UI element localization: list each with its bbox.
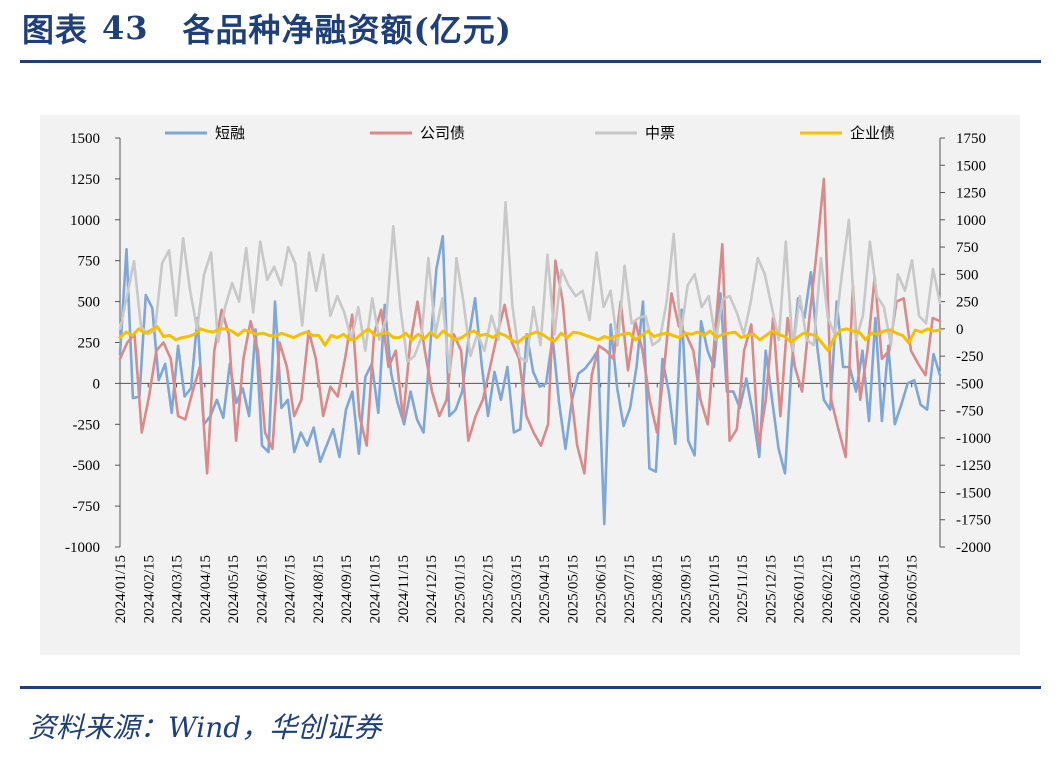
- right-tick-label: 1750: [956, 131, 986, 147]
- series-line-公司债: [118, 177, 942, 475]
- x-tick-label: 2024/07/15: [283, 555, 299, 623]
- x-tick-label: 2025/07/15: [622, 555, 638, 623]
- figure-title: 图表 43 各品种净融资额(亿元): [22, 6, 512, 50]
- x-tick-label: 2026/02/15: [820, 555, 836, 623]
- x-tick-label: 2024/04/15: [198, 555, 214, 623]
- legend-label: 短融: [215, 124, 245, 142]
- right-tick-label: 1000: [956, 213, 986, 229]
- x-tick-label: 2024/03/15: [170, 555, 186, 623]
- left-tick-label: 500: [78, 295, 101, 311]
- right-tick-label: -500: [956, 376, 984, 392]
- source-note: 资料来源：Wind，华创证券: [28, 711, 382, 744]
- right-tick-label: -250: [956, 349, 984, 365]
- x-tick-label: 2026/01/15: [792, 555, 808, 623]
- right-tick-label: 250: [956, 295, 979, 311]
- right-tick-label: -2000: [956, 540, 991, 556]
- figure-label: 图表: [22, 11, 89, 49]
- left-tick-label: -750: [73, 499, 101, 515]
- right-tick-label: 750: [956, 240, 979, 256]
- left-tick-label: 250: [78, 336, 101, 352]
- x-tick-label: 2025/03/15: [509, 555, 525, 623]
- x-tick-label: 2024/02/15: [141, 555, 157, 623]
- right-tick-label: 0: [956, 322, 964, 338]
- x-tick-label: 2024/11/15: [396, 555, 412, 623]
- x-tick-label: 2025/02/15: [481, 555, 497, 623]
- x-tick-label: 2025/01/15: [452, 555, 468, 623]
- left-tick-label: -1000: [65, 540, 100, 556]
- right-tick-label: -1750: [956, 513, 991, 529]
- right-tick-label: 1250: [956, 186, 986, 202]
- x-tick-label: 2025/10/15: [707, 555, 723, 623]
- right-tick-label: 1500: [956, 158, 986, 174]
- left-tick-label: 1000: [70, 213, 100, 229]
- legend-label: 企业债: [850, 124, 895, 142]
- x-tick-label: 2025/05/15: [565, 555, 581, 623]
- right-tick-label: -1000: [956, 431, 991, 447]
- x-tick-label: 2024/12/15: [424, 555, 440, 623]
- x-tick-label: 2026/04/15: [876, 555, 892, 623]
- x-tick-label: 2024/08/15: [311, 555, 327, 623]
- series-line-企业债: [118, 325, 942, 353]
- left-tick-label: -500: [73, 458, 101, 474]
- x-tick-label: 2024/09/15: [339, 555, 355, 623]
- x-tick-label: 2025/11/15: [735, 555, 751, 623]
- x-tick-label: 2026/05/15: [905, 555, 921, 623]
- legend-label: 中票: [645, 124, 675, 142]
- figure-title-text: 各品种净融资额(亿元): [182, 11, 512, 49]
- right-tick-label: -750: [956, 404, 984, 420]
- left-tick-label: 0: [93, 376, 101, 392]
- figure-number: 43: [102, 9, 149, 47]
- left-tick-label: 750: [78, 254, 101, 270]
- left-tick-label: 1250: [70, 172, 100, 188]
- left-tick-label: -250: [73, 417, 101, 433]
- x-tick-label: 2024/06/15: [254, 555, 270, 623]
- x-tick-label: 2025/12/15: [763, 555, 779, 623]
- title-underline: [20, 60, 1041, 63]
- right-tick-label: -1500: [956, 485, 991, 501]
- x-tick-label: 2024/10/15: [367, 555, 383, 623]
- left-tick-label: 1500: [70, 131, 100, 147]
- x-tick-label: 2024/05/15: [226, 555, 242, 623]
- x-tick-label: 2025/09/15: [679, 555, 695, 623]
- x-tick-label: 2025/08/15: [650, 555, 666, 623]
- right-tick-label: -1250: [956, 458, 991, 474]
- x-tick-label: 2025/04/15: [537, 555, 553, 623]
- source-rule: [20, 686, 1041, 689]
- legend-label: 公司债: [420, 124, 465, 142]
- x-tick-label: 2025/06/15: [594, 555, 610, 623]
- x-tick-label: 2024/01/15: [113, 555, 129, 623]
- x-tick-label: 2026/03/15: [848, 555, 864, 623]
- right-tick-label: 500: [956, 267, 979, 283]
